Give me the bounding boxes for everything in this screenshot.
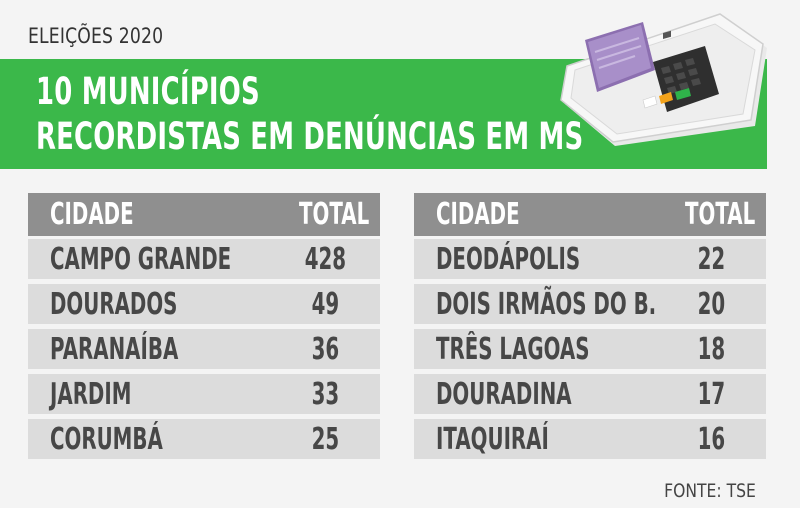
source-credit: FONTE: TSE xyxy=(664,480,756,502)
city-name: ITAQUIRAÍ xyxy=(436,421,549,457)
page-title-line-1: 10 MUNICÍPIOS xyxy=(36,70,260,113)
table-row: JARDIM 33 xyxy=(28,374,380,414)
total-value: 33 xyxy=(311,376,340,412)
city-name: TRÊS LAGOAS xyxy=(436,331,590,367)
voting-machine-icon xyxy=(560,13,767,146)
table-header-row: CIDADE TOTAL xyxy=(414,193,766,236)
table-row: DEODÁPOLIS 22 xyxy=(414,239,766,279)
page-title-line-2: RECORDISTAS EM DENÚNCIAS EM MS xyxy=(36,115,584,158)
ranking-table-right: CIDADE TOTAL DEODÁPOLIS 22 DOIS IRMÃOS D… xyxy=(414,193,766,464)
table-row: CAMPO GRANDE 428 xyxy=(28,239,380,279)
table-row: DOIS IRMÃOS DO B. 20 xyxy=(414,284,766,324)
city-name: CORUMBÁ xyxy=(50,421,163,457)
total-value: 428 xyxy=(304,241,347,277)
city-name: JARDIM xyxy=(50,376,132,412)
eyebrow-label: ELEIÇÕES 2020 xyxy=(28,24,164,48)
table-header-row: CIDADE TOTAL xyxy=(28,193,380,236)
total-value: 22 xyxy=(697,241,726,277)
table-row: DOURADINA 17 xyxy=(414,374,766,414)
city-name: CAMPO GRANDE xyxy=(50,241,232,277)
city-name: DOURADOS xyxy=(50,286,178,322)
ranking-table-left: CIDADE TOTAL CAMPO GRANDE 428 DOURADOS 4… xyxy=(28,193,380,464)
table-row: TRÊS LAGOAS 18 xyxy=(414,329,766,369)
table-row: PARANAÍBA 36 xyxy=(28,329,380,369)
column-header-city: CIDADE xyxy=(50,197,134,232)
total-value: 20 xyxy=(697,286,726,322)
column-header-total: TOTAL xyxy=(299,197,370,232)
total-value: 25 xyxy=(311,421,340,457)
total-value: 36 xyxy=(311,331,340,367)
total-value: 49 xyxy=(311,286,340,322)
city-name: DOIS IRMÃOS DO B. xyxy=(436,286,657,322)
city-name: PARANAÍBA xyxy=(50,331,179,367)
total-value: 16 xyxy=(697,421,726,457)
table-row: CORUMBÁ 25 xyxy=(28,419,380,459)
total-value: 17 xyxy=(697,376,726,412)
city-name: DOURADINA xyxy=(436,376,572,412)
table-row: ITAQUIRAÍ 16 xyxy=(414,419,766,459)
city-name: DEODÁPOLIS xyxy=(436,241,581,277)
table-row: DOURADOS 49 xyxy=(28,284,380,324)
column-header-city: CIDADE xyxy=(436,197,520,232)
column-header-total: TOTAL xyxy=(685,197,756,232)
total-value: 18 xyxy=(697,331,726,367)
